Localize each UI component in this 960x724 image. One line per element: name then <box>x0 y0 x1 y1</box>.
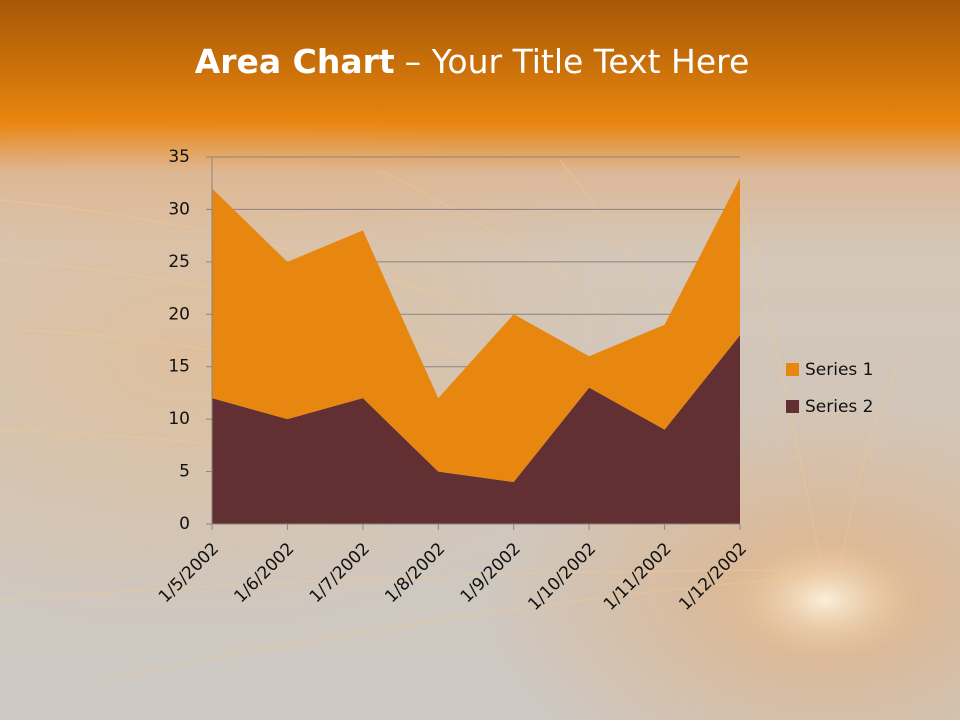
area <box>212 335 740 524</box>
title-bold: Area Chart <box>195 42 395 81</box>
y-tick-label: 25 <box>168 252 190 272</box>
y-tick-label: 0 <box>179 514 190 534</box>
y-tick-label: 30 <box>168 199 190 219</box>
legend-label: Series 1 <box>805 360 874 380</box>
slide-title: Area Chart – Your Title Text Here <box>195 42 750 81</box>
area <box>212 177 740 483</box>
y-tick-label: 35 <box>168 147 190 167</box>
y-tick-label: 10 <box>168 409 190 429</box>
title-rest: – Your Title Text Here <box>405 42 750 81</box>
y-tick-label: 5 <box>179 462 190 482</box>
y-tick-label: 20 <box>168 304 190 324</box>
y-tick-label: 15 <box>168 357 190 377</box>
legend-swatch <box>786 363 799 376</box>
legend-label: Series 2 <box>805 397 874 417</box>
legend-swatch <box>786 400 799 413</box>
